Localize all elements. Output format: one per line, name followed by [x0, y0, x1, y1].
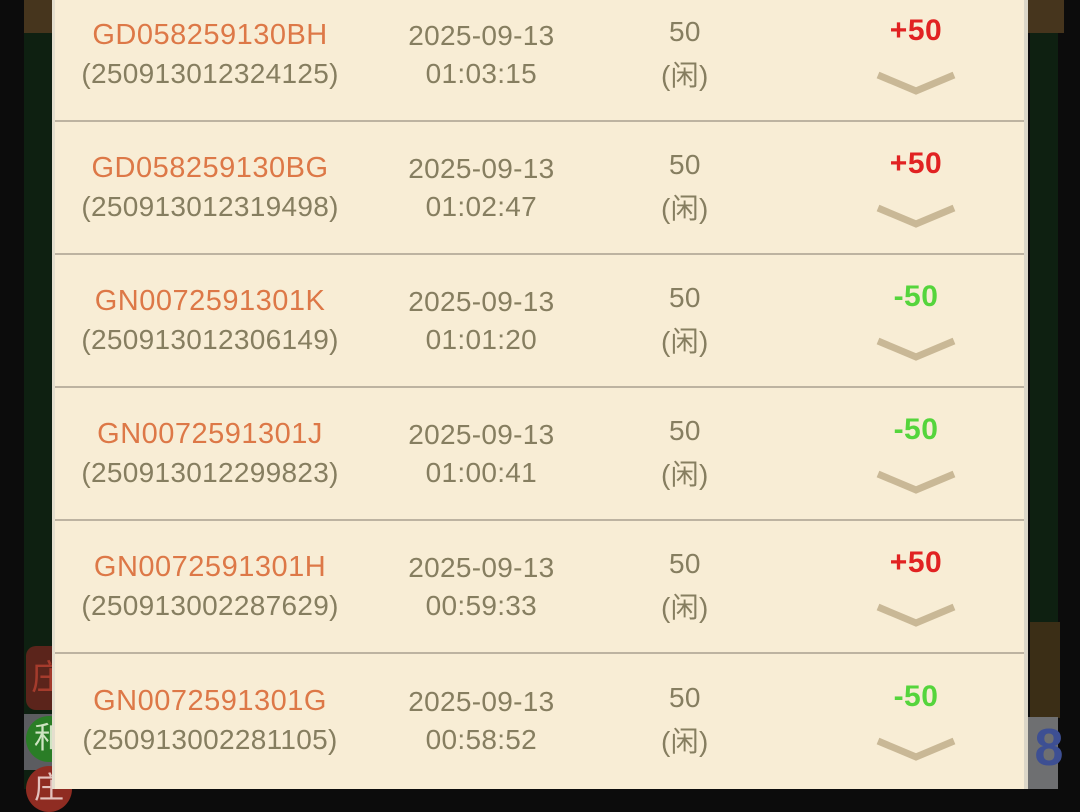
bet-target: (闲) — [661, 591, 709, 623]
order-column: GN0072591301J (250913012299823) — [55, 418, 365, 489]
bet-target: (闲) — [661, 458, 709, 490]
bet-column: 50 (闲) — [598, 682, 772, 760]
order-id: GN0072591301G — [93, 685, 327, 717]
order-ref-number: (250913012324125) — [81, 58, 339, 89]
roadmap-fragment — [1028, 717, 1058, 789]
bet-record-list: GD058259130BH (250913012324125) 2025-09-… — [55, 0, 1024, 787]
bet-date: 2025-09-13 — [408, 418, 555, 450]
order-id: GN0072591301H — [93, 551, 327, 583]
bet-date: 2025-09-13 — [408, 285, 555, 317]
bet-column: 50 (闲) — [598, 282, 772, 360]
expand-chevron-icon[interactable] — [873, 203, 959, 229]
bet-date: 2025-09-13 — [408, 551, 555, 583]
order-id: GD058259130BH — [92, 19, 328, 51]
expand-chevron-icon[interactable] — [873, 469, 959, 495]
bet-amount: 50 — [668, 148, 701, 180]
time-column: 2025-09-13 01:02:47 — [365, 153, 598, 223]
bet-column: 50 (闲) — [598, 149, 772, 227]
bet-amount: 50 — [668, 681, 701, 713]
time-column: 2025-09-13 01:00:41 — [365, 419, 598, 489]
bet-time: 01:00:41 — [425, 456, 538, 488]
bet-amount: 50 — [668, 281, 701, 313]
bet-column: 50 (闲) — [598, 415, 772, 493]
bet-target: (闲) — [661, 192, 709, 224]
bet-record-row[interactable]: GD058259130BG (250913012319498) 2025-09-… — [55, 122, 1024, 255]
bet-record-row[interactable]: GN0072591301G (250913002281105) 2025-09-… — [55, 654, 1024, 787]
order-id: GN0072591301K — [94, 285, 326, 317]
bet-time: 01:03:15 — [425, 57, 538, 89]
result-column: -50 — [772, 280, 1024, 362]
bet-record-row[interactable]: GD058259130BH (250913012324125) 2025-09-… — [55, 0, 1024, 122]
bet-record-row[interactable]: GN0072591301H (250913002287629) 2025-09-… — [55, 521, 1024, 654]
result-column: +50 — [772, 14, 1024, 96]
bet-target: (闲) — [661, 59, 709, 91]
game-header-fragment-left — [24, 0, 52, 33]
bet-target: (闲) — [661, 725, 709, 757]
result-column: -50 — [772, 413, 1024, 495]
result-column: +50 — [772, 546, 1024, 628]
bet-target: (闲) — [661, 325, 709, 357]
result-column: +50 — [772, 147, 1024, 229]
expand-chevron-icon[interactable] — [873, 736, 959, 762]
bet-record-panel: GD058259130BH (250913012324125) 2025-09-… — [52, 0, 1028, 789]
bet-time: 00:58:52 — [425, 723, 538, 755]
bet-column: 50 (闲) — [598, 548, 772, 626]
bet-date: 2025-09-13 — [408, 685, 555, 717]
bet-amount: 50 — [668, 547, 701, 579]
bet-date: 2025-09-13 — [408, 19, 555, 51]
result-amount: +50 — [889, 13, 943, 47]
order-ref-number: (250913002287629) — [81, 590, 339, 621]
order-id: GN0072591301J — [97, 418, 323, 450]
order-column: GN0072591301K (250913012306149) — [55, 285, 365, 356]
game-table-fragment-right — [1030, 622, 1060, 718]
expand-chevron-icon[interactable] — [873, 336, 959, 362]
expand-chevron-icon[interactable] — [873, 70, 959, 96]
order-column: GD058259130BH (250913012324125) — [55, 19, 365, 90]
order-ref-number: (250913012299823) — [81, 457, 339, 488]
roadmap-count: 8 — [1034, 719, 1064, 777]
bet-time: 01:01:20 — [425, 323, 538, 355]
bet-date: 2025-09-13 — [408, 152, 555, 184]
time-column: 2025-09-13 01:01:20 — [365, 286, 598, 356]
bet-record-row[interactable]: GN0072591301J (250913012299823) 2025-09-… — [55, 388, 1024, 521]
order-column: GN0072591301G (250913002281105) — [55, 685, 365, 756]
order-column: GN0072591301H (250913002287629) — [55, 551, 365, 622]
result-column: -50 — [772, 680, 1024, 762]
bet-amount: 50 — [668, 15, 701, 47]
bet-time: 01:02:47 — [425, 190, 538, 222]
order-id: GD058259130BG — [91, 152, 329, 184]
order-ref-number: (250913012306149) — [81, 324, 339, 355]
bet-record-row[interactable]: GN0072591301K (250913012306149) 2025-09-… — [55, 255, 1024, 388]
order-ref-number: (250913002281105) — [82, 724, 338, 755]
game-header-fragment-right — [1028, 0, 1064, 33]
order-ref-number: (250913012319498) — [81, 191, 339, 222]
order-column: GD058259130BG (250913012319498) — [55, 152, 365, 223]
bet-column: 50 (闲) — [598, 16, 772, 94]
bet-amount: 50 — [668, 414, 701, 446]
expand-chevron-icon[interactable] — [873, 602, 959, 628]
bet-time: 00:59:33 — [425, 589, 538, 621]
result-amount: -50 — [893, 412, 939, 446]
time-column: 2025-09-13 00:58:52 — [365, 686, 598, 756]
result-amount: +50 — [889, 146, 943, 180]
time-column: 2025-09-13 00:59:33 — [365, 552, 598, 622]
result-amount: +50 — [889, 545, 943, 579]
result-amount: -50 — [893, 279, 939, 313]
time-column: 2025-09-13 01:03:15 — [365, 20, 598, 90]
result-amount: -50 — [893, 679, 939, 713]
